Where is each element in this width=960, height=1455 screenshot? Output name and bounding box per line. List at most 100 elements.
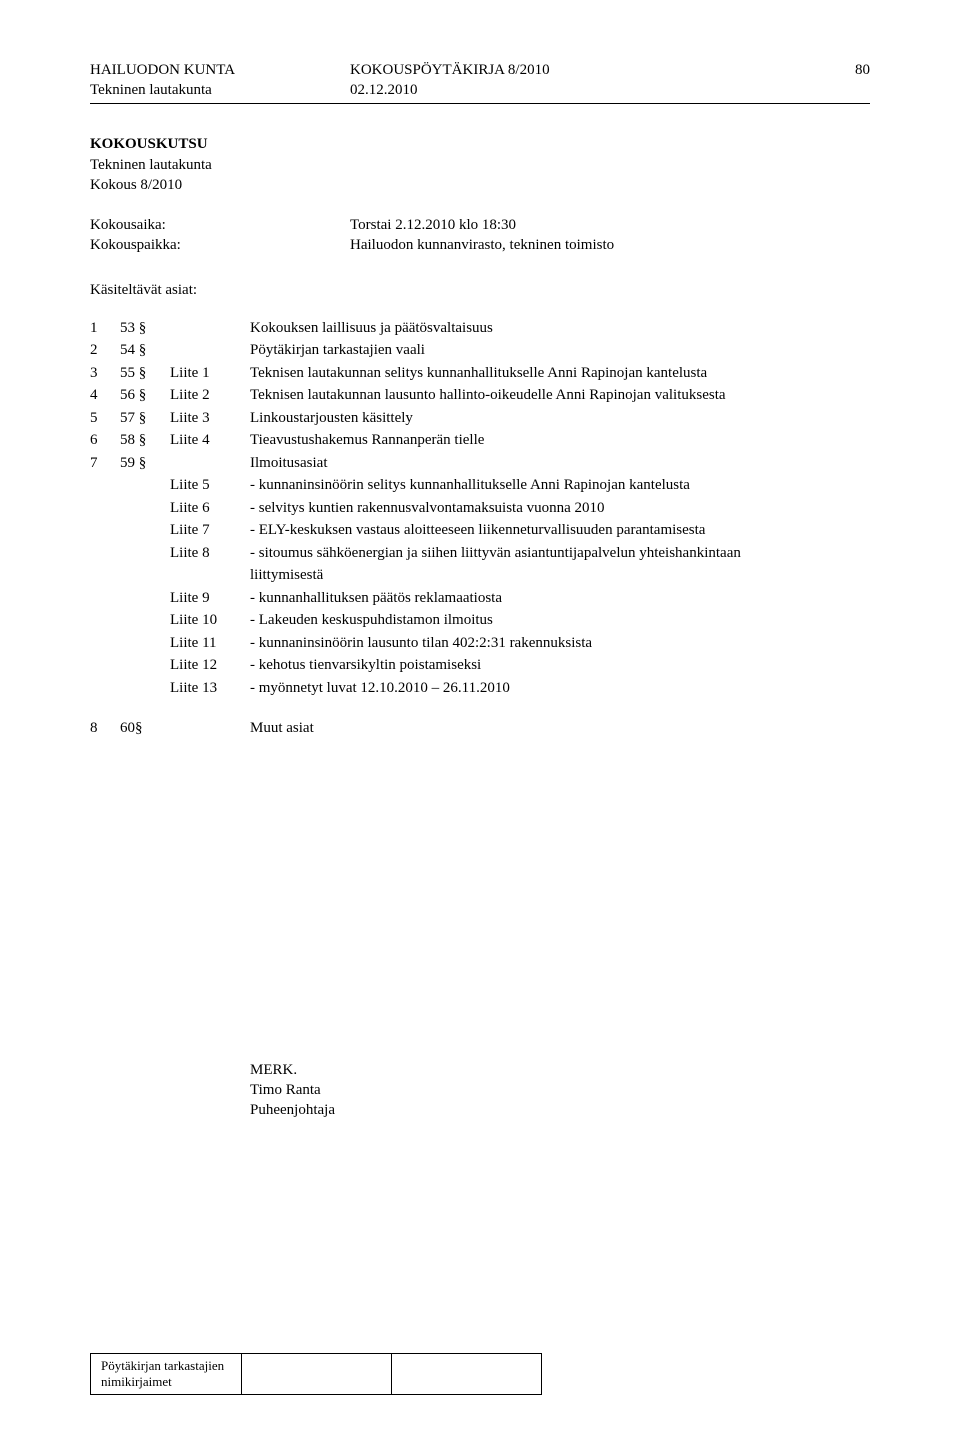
- agenda-liite: Liite 3: [170, 407, 250, 430]
- notice-committee: Tekninen lautakunta: [90, 155, 870, 175]
- agenda-num: [90, 542, 120, 565]
- attachment-liite: Liite 13: [170, 677, 250, 700]
- footer-line-1: Pöytäkirjan tarkastajien: [101, 1358, 231, 1374]
- attachment-item: Liite 7 - ELY-keskuksen vastaus aloittee…: [90, 519, 870, 542]
- attachment-desc: - selvitys kuntien rakennusvalvontamaksu…: [250, 497, 870, 520]
- agenda-item: 6 58 § Liite 4 Tieavustushakemus Rannanp…: [90, 429, 870, 452]
- header-row-2: Tekninen lautakunta 02.12.2010: [90, 80, 870, 100]
- notice-title: KOKOUSKUTSU: [90, 136, 870, 153]
- agenda-num: 4: [90, 384, 120, 407]
- attachment-item: Liite 9 - kunnanhallituksen päätös rekla…: [90, 587, 870, 610]
- agenda-item: 3 55 § Liite 1 Teknisen lautakunnan seli…: [90, 362, 870, 385]
- meta-block: Kokousaika: Torstai 2.12.2010 klo 18:30 …: [90, 215, 870, 256]
- agenda-desc: Tieavustushakemus Rannanperän tielle: [250, 429, 870, 452]
- attachment-item: Liite 12 - kehotus tienvarsikyltin poist…: [90, 654, 870, 677]
- agenda-liite: Liite 1: [170, 362, 250, 385]
- agenda-desc: Ilmoitusasiat: [250, 452, 870, 475]
- footer-box: Pöytäkirjan tarkastajien nimikirjaimet: [90, 1353, 542, 1396]
- agenda-sect: 60§: [120, 717, 170, 740]
- attachment-liite: [170, 564, 250, 587]
- agenda-sect: [120, 654, 170, 677]
- agenda-liite: [170, 317, 250, 340]
- agenda-sect: [120, 632, 170, 655]
- attachment-liite: Liite 5: [170, 474, 250, 497]
- attachment-liite: Liite 6: [170, 497, 250, 520]
- footer-cell-text: Pöytäkirjan tarkastajien nimikirjaimet: [91, 1354, 241, 1395]
- header-date: 02.12.2010: [350, 80, 710, 100]
- meta-time-row: Kokousaika: Torstai 2.12.2010 klo 18:30: [90, 215, 870, 235]
- header-spacer: [710, 80, 870, 100]
- agenda-liite: [170, 339, 250, 362]
- attachment-desc: - kunnaninsinöörin lausunto tilan 402:2:…: [250, 632, 870, 655]
- agenda-desc: Kokouksen laillisuus ja päätösvaltaisuus: [250, 317, 870, 340]
- agenda-num: [90, 609, 120, 632]
- notice-meeting: Kokous 8/2010: [90, 175, 870, 195]
- agenda-sect: [120, 497, 170, 520]
- spacer: [90, 699, 870, 717]
- agenda-list: 1 53 § Kokouksen laillisuus ja päätösval…: [90, 317, 870, 740]
- attachment-desc: - ELY-keskuksen vastaus aloitteeseen lii…: [250, 519, 870, 542]
- header-block: HAILUODON KUNTA KOKOUSPÖYTÄKIRJA 8/2010 …: [90, 60, 870, 104]
- attachment-item-cont: liittymisestä: [90, 564, 870, 587]
- agenda-num: 8: [90, 717, 120, 740]
- header-page-no: 80: [710, 60, 870, 80]
- attachment-liite: Liite 12: [170, 654, 250, 677]
- header-doc-title: KOKOUSPÖYTÄKIRJA 8/2010: [350, 60, 710, 80]
- agenda-num: [90, 677, 120, 700]
- agenda-item: 4 56 § Liite 2 Teknisen lautakunnan laus…: [90, 384, 870, 407]
- agenda-num: [90, 474, 120, 497]
- agenda-sect: [120, 609, 170, 632]
- attachment-desc: - kunnanhallituksen päätös reklamaatiost…: [250, 587, 870, 610]
- attachment-item: Liite 10 - Lakeuden keskuspuhdistamon il…: [90, 609, 870, 632]
- agenda-desc: Teknisen lautakunnan lausunto hallinto-o…: [250, 384, 870, 407]
- agenda-desc: Linkoustarjousten käsittely: [250, 407, 870, 430]
- agenda-num: 7: [90, 452, 120, 475]
- agenda-num: [90, 564, 120, 587]
- agenda-liite: Liite 4: [170, 429, 250, 452]
- attachment-item: Liite 5 - kunnaninsinöörin selitys kunna…: [90, 474, 870, 497]
- agenda-num: 3: [90, 362, 120, 385]
- agenda-sect: [120, 587, 170, 610]
- agenda-sect: 54 §: [120, 339, 170, 362]
- agenda-sect: [120, 474, 170, 497]
- attachment-desc: - Lakeuden keskuspuhdistamon ilmoitus: [250, 609, 870, 632]
- meta-place-value: Hailuodon kunnanvirasto, tekninen toimis…: [350, 235, 870, 255]
- agenda-num: [90, 587, 120, 610]
- agenda-sect: [120, 542, 170, 565]
- agenda-sect: 53 §: [120, 317, 170, 340]
- agenda-item: 1 53 § Kokouksen laillisuus ja päätösval…: [90, 317, 870, 340]
- agenda-desc: Muut asiat: [250, 717, 870, 740]
- agenda-item: 5 57 § Liite 3 Linkoustarjousten käsitte…: [90, 407, 870, 430]
- footer-cell-empty-1: [241, 1354, 391, 1395]
- attachment-item: Liite 6 - selvitys kuntien rakennusvalvo…: [90, 497, 870, 520]
- merk-role: Puheenjohtaja: [250, 1100, 870, 1120]
- header-committee: Tekninen lautakunta: [90, 80, 350, 100]
- attachment-liite: Liite 11: [170, 632, 250, 655]
- agenda-item-last: 8 60§ Muut asiat: [90, 717, 870, 740]
- attachment-liite: Liite 7: [170, 519, 250, 542]
- agenda-desc: Teknisen lautakunnan selitys kunnanhalli…: [250, 362, 870, 385]
- attachment-desc: - kunnaninsinöörin selitys kunnanhallitu…: [250, 474, 870, 497]
- footer-line-2: nimikirjaimet: [101, 1374, 231, 1390]
- meta-place-row: Kokouspaikka: Hailuodon kunnanvirasto, t…: [90, 235, 870, 255]
- meta-time-label: Kokousaika:: [90, 215, 350, 235]
- meta-time-value: Torstai 2.12.2010 klo 18:30: [350, 215, 870, 235]
- attachment-desc: - sitoumus sähköenergian ja siihen liitt…: [250, 542, 870, 565]
- agenda-liite: Liite 2: [170, 384, 250, 407]
- agenda-sect: 58 §: [120, 429, 170, 452]
- attachment-item: Liite 13 - myönnetyt luvat 12.10.2010 – …: [90, 677, 870, 700]
- attachment-desc-cont: liittymisestä: [250, 564, 870, 587]
- agenda-sect: [120, 677, 170, 700]
- subjects-heading: Käsiteltävät asiat:: [90, 282, 870, 299]
- agenda-num: 1: [90, 317, 120, 340]
- agenda-desc: Pöytäkirjan tarkastajien vaali: [250, 339, 870, 362]
- merk-label: MERK.: [250, 1060, 870, 1080]
- agenda-liite: [170, 452, 250, 475]
- agenda-num: 5: [90, 407, 120, 430]
- agenda-num: [90, 519, 120, 542]
- agenda-sect: 57 §: [120, 407, 170, 430]
- page: HAILUODON KUNTA KOKOUSPÖYTÄKIRJA 8/2010 …: [0, 0, 960, 1455]
- attachment-liite: Liite 8: [170, 542, 250, 565]
- agenda-num: [90, 654, 120, 677]
- agenda-item: 2 54 § Pöytäkirjan tarkastajien vaali: [90, 339, 870, 362]
